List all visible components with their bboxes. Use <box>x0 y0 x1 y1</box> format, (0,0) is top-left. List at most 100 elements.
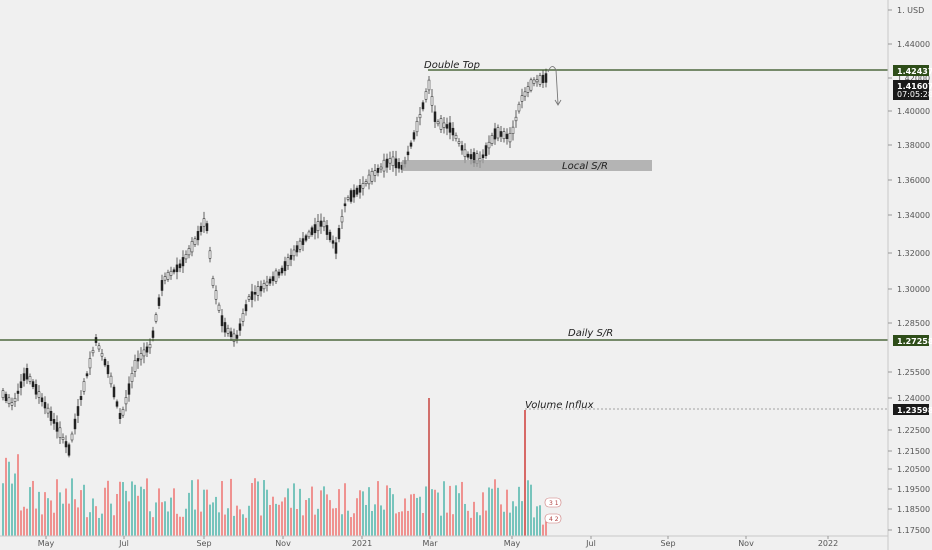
volume-bar <box>137 495 139 536</box>
volume-bar <box>452 514 454 536</box>
candle <box>298 237 302 253</box>
volume-bar <box>257 481 259 536</box>
volume-bar <box>83 484 85 536</box>
candle <box>40 393 44 407</box>
candle <box>310 225 314 237</box>
volume-bar <box>413 493 415 536</box>
volume-bar <box>206 489 208 536</box>
volume-bar <box>167 511 169 536</box>
time-axis[interactable]: May Jul Sep Nov 2021 Mar May Jul Sep Nov 2022 <box>38 536 838 548</box>
volume-bar <box>209 504 211 536</box>
candle <box>55 415 59 439</box>
volume-bar <box>230 478 232 536</box>
volume-bar <box>23 506 25 536</box>
volume-bar <box>113 515 115 536</box>
volume-bar <box>269 504 271 536</box>
volume-count-1: 3 1 <box>549 500 559 507</box>
candle <box>76 399 80 423</box>
candle <box>25 363 29 384</box>
volume-bar <box>143 489 145 536</box>
candle <box>388 151 392 170</box>
volume-bar <box>74 499 76 536</box>
volume-bar <box>56 479 58 536</box>
volume-bar <box>221 481 223 536</box>
candle <box>16 383 20 402</box>
candle <box>421 100 425 112</box>
candle <box>10 397 14 411</box>
candle <box>145 342 149 357</box>
volume-bar <box>389 487 391 536</box>
candle <box>229 327 233 341</box>
time-tick-label: Jul <box>585 539 596 548</box>
candle <box>13 392 17 407</box>
candle <box>235 330 239 344</box>
candle <box>460 140 464 155</box>
candle <box>439 114 443 134</box>
volume-bar <box>233 515 235 536</box>
candle <box>91 346 95 357</box>
volume-bar <box>122 482 124 536</box>
volume-bar <box>71 478 73 536</box>
svg-text:1.41607: 1.41607 <box>897 82 932 91</box>
candle <box>340 209 344 230</box>
time-tick-label: May <box>38 539 55 548</box>
candle <box>385 153 389 173</box>
price-axis[interactable]: 1.44000 1.42000 1.40000 1.38000 1.36000 1.340… <box>888 40 930 535</box>
candle <box>535 74 539 87</box>
volume-bar <box>359 490 361 536</box>
volume-bar <box>308 498 310 536</box>
volume-count-badges: 3 1 4 2 <box>544 497 562 524</box>
volume-bar <box>464 503 466 536</box>
candle <box>7 394 11 408</box>
candle <box>136 350 140 369</box>
candle <box>112 384 116 400</box>
volume-bar <box>383 509 385 536</box>
volume-bar <box>503 511 505 536</box>
svg-text:1.42437: 1.42437 <box>897 67 932 76</box>
svg-text:1.23598: 1.23598 <box>897 406 932 415</box>
price-tick-label: 1.42000 <box>897 74 930 83</box>
candle <box>316 213 320 239</box>
candle <box>412 130 416 142</box>
volume-bar <box>155 502 157 536</box>
volume-bar <box>146 478 148 536</box>
volume-bar <box>296 509 298 536</box>
volume-bar <box>59 492 61 536</box>
volume-bar <box>446 512 448 536</box>
volume-bar <box>158 488 160 536</box>
time-tick-label: May <box>504 539 521 548</box>
volume-bar <box>488 487 490 536</box>
candle <box>277 269 281 279</box>
candle <box>163 272 167 285</box>
volume-bar <box>467 510 469 536</box>
candle <box>37 385 41 404</box>
volume-bar <box>443 481 445 536</box>
local-sr-zone[interactable] <box>402 160 652 171</box>
candle <box>454 132 458 142</box>
time-tick-label: Sep <box>660 539 675 548</box>
volume-bar <box>50 500 52 536</box>
volume-bar <box>254 478 256 536</box>
volume-bar <box>410 494 412 536</box>
price-tick-label: 1.24000 <box>897 394 930 403</box>
candle <box>169 266 173 280</box>
volume-bar <box>152 517 154 536</box>
volume-bar <box>368 487 370 536</box>
candle <box>352 184 356 203</box>
volume-bar <box>98 517 100 536</box>
candle <box>367 169 371 190</box>
candle <box>433 105 437 129</box>
volume-bar <box>281 501 283 536</box>
candle <box>67 442 71 458</box>
volume-bar <box>266 489 268 536</box>
volume-bar <box>272 496 274 536</box>
candle <box>394 150 398 176</box>
price-tick-label: 1.21500 <box>897 447 930 456</box>
price-tick-label: 1.36000 <box>897 176 930 185</box>
candle <box>1 387 5 401</box>
candle <box>130 366 134 389</box>
volume-bar <box>164 501 166 536</box>
volume-bar <box>203 489 205 536</box>
